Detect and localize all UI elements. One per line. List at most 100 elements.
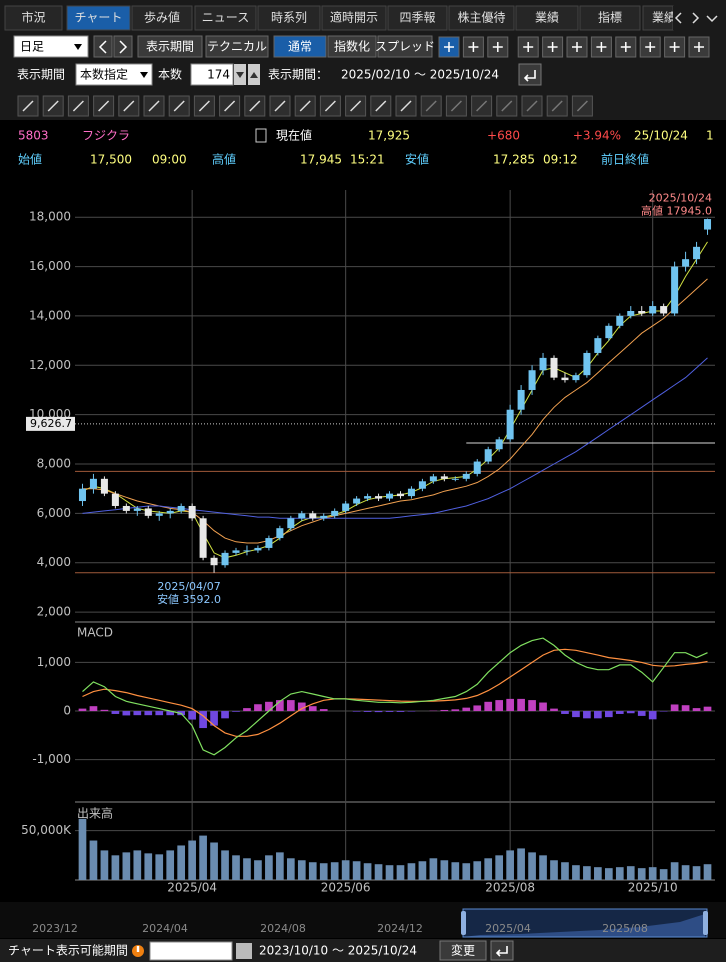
toolbar-button[interactable]	[205, 35, 269, 58]
volume-bar	[243, 858, 251, 880]
doc-icon	[255, 128, 267, 143]
period-select[interactable]	[13, 35, 89, 58]
toolbar-button[interactable]	[273, 35, 327, 58]
drawing-tool-glyph	[501, 100, 513, 112]
candle-body	[210, 557, 218, 566]
toolbar-button[interactable]	[377, 35, 433, 58]
histogram-bar	[692, 708, 701, 712]
range-text: 2025/02/10 ～ 2025/10/24	[341, 68, 499, 82]
date-input[interactable]	[149, 941, 233, 961]
volume-bar	[670, 862, 679, 880]
tab-scroll-icon[interactable]	[706, 15, 718, 23]
histogram-bar	[517, 698, 525, 712]
drawing-tool-glyph	[350, 100, 362, 112]
toolbar-button[interactable]	[137, 35, 203, 58]
count-input[interactable]	[190, 63, 234, 86]
histogram-bar	[308, 706, 317, 712]
drawing-tool-glyph	[98, 100, 110, 112]
tab[interactable]	[642, 5, 674, 31]
volume-bar	[572, 865, 580, 880]
tab[interactable]	[321, 5, 387, 31]
tab-label: 業績	[535, 11, 559, 25]
y-tick-label: 8,000	[37, 457, 71, 471]
candle-body	[177, 505, 185, 511]
volume-bar	[429, 858, 438, 880]
tab[interactable]	[4, 5, 63, 31]
histogram-bar	[637, 711, 646, 716]
volume-bar	[286, 858, 295, 880]
histogram-bar	[89, 706, 98, 712]
tab-scroll-icon[interactable]	[692, 12, 700, 24]
candle-body	[605, 325, 613, 339]
reload-button[interactable]	[490, 940, 514, 961]
panel-title: MACD	[77, 626, 113, 640]
apply-button[interactable]	[518, 63, 542, 86]
drawing-tool-glyph	[198, 100, 210, 112]
navigator-label: 2025/08	[602, 922, 648, 935]
prev-icon	[98, 40, 107, 54]
high-label: 高値	[212, 152, 236, 167]
navigator-handle[interactable]	[703, 911, 708, 935]
candle-body	[407, 488, 415, 497]
tab[interactable]	[448, 5, 515, 31]
histogram-bar	[363, 711, 372, 712]
open-label: 始値	[18, 152, 42, 167]
candle-body	[364, 496, 372, 499]
candle-body	[660, 306, 668, 314]
toolbar-button[interactable]	[327, 35, 377, 58]
histogram-bar	[243, 708, 251, 712]
navigator-label: 2024/08	[260, 922, 306, 935]
navigator-handle[interactable]	[461, 911, 466, 935]
apply-icon	[523, 70, 536, 82]
tab-clip	[673, 6, 726, 30]
navigator-selection[interactable]	[462, 908, 708, 938]
toolbar-button-text: テクニカル	[207, 40, 267, 54]
drawing-tool-glyph	[72, 100, 84, 112]
histogram-bar	[188, 711, 196, 720]
prev-button[interactable]	[93, 35, 113, 58]
tab[interactable]	[515, 5, 579, 31]
candle-body	[232, 550, 240, 553]
candle-body	[265, 538, 273, 548]
footer-range: 2023/10/10 ～ 2025/10/24	[259, 944, 417, 958]
candle-body	[462, 473, 470, 479]
candle-body	[484, 449, 492, 462]
tab[interactable]	[194, 5, 257, 31]
macd-line	[82, 637, 708, 756]
tab[interactable]	[387, 5, 448, 31]
drawing-tool-glyph	[123, 100, 135, 112]
candle-body	[528, 370, 536, 390]
calendar-button[interactable]	[236, 943, 252, 959]
annotation-date: 2025/04/07	[157, 580, 220, 593]
tab[interactable]	[66, 5, 131, 31]
candle-body	[506, 409, 514, 440]
candle-body	[539, 357, 547, 371]
candle-body	[495, 439, 503, 450]
tab[interactable]	[257, 5, 321, 31]
histogram-bar	[155, 711, 164, 716]
x-tick-label: 2025/04	[167, 881, 217, 895]
candle-body	[418, 481, 426, 489]
volume-bar	[517, 848, 525, 880]
tab-scroll-icon[interactable]	[674, 12, 682, 24]
histogram-bar	[276, 700, 284, 712]
histogram-bar	[232, 711, 240, 712]
volume-bar	[254, 860, 262, 880]
tab-label: 業績	[652, 11, 676, 25]
volume-bar	[133, 850, 142, 880]
y-tick-label: 2,000	[37, 605, 71, 619]
next-button[interactable]	[113, 35, 133, 58]
stock-code: 5803	[18, 129, 49, 143]
candle-body	[396, 493, 404, 497]
tab[interactable]	[131, 5, 193, 31]
candle-body	[342, 503, 350, 511]
drawing-tool-glyph	[173, 100, 185, 112]
histogram-bar	[670, 704, 679, 712]
change-button[interactable]	[439, 940, 487, 961]
mode-select[interactable]	[75, 63, 153, 86]
volume-bar	[111, 855, 120, 880]
histogram-bar	[166, 711, 175, 716]
volume-bar	[681, 865, 690, 880]
tab[interactable]	[579, 5, 641, 31]
